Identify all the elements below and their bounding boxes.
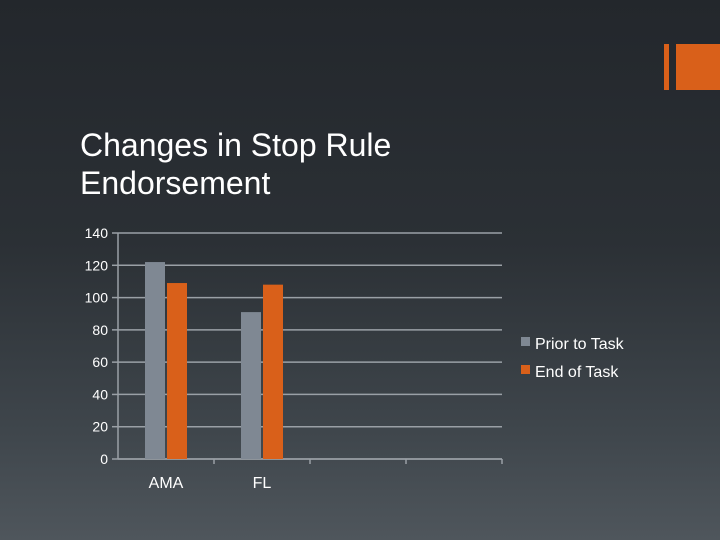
y-tick-label: 140 — [85, 225, 109, 241]
bar-end-of-task-fl — [263, 284, 283, 459]
slide-title-line-2: Endorsement — [80, 165, 271, 201]
bar-prior-to-task-fl — [241, 312, 261, 459]
y-tick-label: 60 — [92, 354, 108, 370]
bar-end-of-task-ama — [167, 283, 187, 459]
y-tick-label: 40 — [92, 386, 108, 402]
y-tick-label: 20 — [92, 419, 108, 435]
accent-bar-thick — [676, 44, 720, 90]
slide-title: Changes in Stop Rule Endorsement — [80, 126, 600, 202]
accent-bar-thin — [664, 44, 669, 90]
legend-label: End of Task — [535, 364, 619, 381]
legend-swatch — [521, 337, 530, 346]
y-tick-label: 100 — [85, 290, 109, 306]
y-tick-label: 0 — [100, 451, 108, 467]
x-tick-label: AMA — [149, 475, 184, 492]
y-tick-label: 120 — [85, 257, 109, 273]
y-tick-label: 80 — [92, 322, 108, 338]
slide-title-line-1: Changes in Stop Rule — [80, 127, 392, 163]
legend-swatch — [521, 365, 530, 374]
legend-label: Prior to Task — [535, 336, 625, 353]
x-tick-label: FL — [253, 475, 272, 492]
bar-prior-to-task-ama — [145, 262, 165, 459]
